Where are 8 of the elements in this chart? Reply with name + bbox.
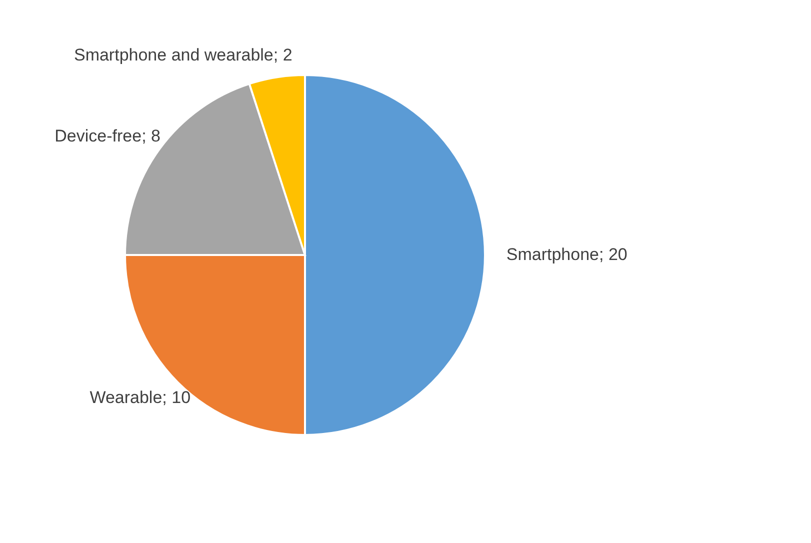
slice-label: Device-free bbox=[54, 126, 142, 146]
slice-label: Smartphone bbox=[506, 245, 599, 264]
slice-label: Smartphone and wearable bbox=[74, 45, 274, 64]
data-label: ; 20 bbox=[599, 245, 628, 264]
data-label: ; 8 bbox=[142, 126, 160, 146]
slice-label: Wearable bbox=[90, 388, 162, 407]
data-label: ; 10 bbox=[162, 388, 191, 407]
data-label: ; 2 bbox=[273, 45, 292, 64]
